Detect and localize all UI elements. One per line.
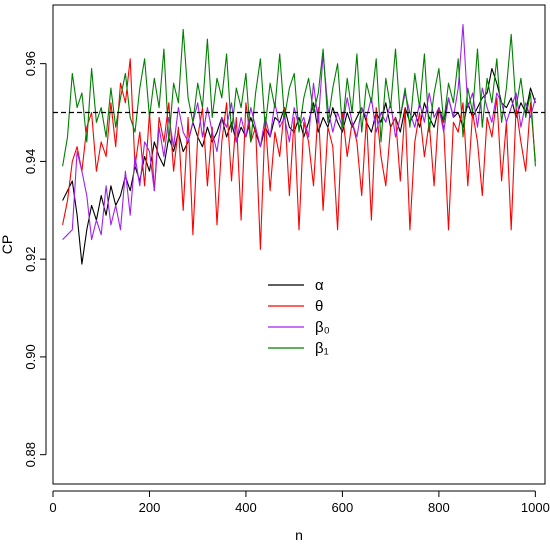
- y-tick-label: 0.90: [23, 344, 38, 369]
- legend-label-3: β₀: [315, 319, 330, 336]
- legend-label-2: θ: [315, 298, 323, 315]
- series-layer: [62, 24, 536, 265]
- x-tick-label: 1000: [521, 500, 550, 515]
- x-tick-label: 800: [428, 500, 450, 515]
- legend-label-1: α: [315, 277, 324, 294]
- legend-label-4: β₁: [315, 340, 329, 357]
- series-line-2: [62, 58, 536, 250]
- y-tick-label: 0.94: [23, 149, 38, 174]
- y-tick-label: 0.96: [23, 51, 38, 76]
- series-line-1: [62, 67, 536, 265]
- x-axis-label: n: [295, 527, 303, 543]
- series-line-4: [62, 28, 536, 167]
- x-axis: 0 200 400 600 800 1000: [49, 490, 550, 515]
- x-tick-label: 0: [49, 500, 56, 515]
- y-axis-label: CP: [0, 235, 15, 254]
- x-tick-label: 400: [235, 500, 257, 515]
- legend: αθ β₀ β₁: [268, 277, 330, 357]
- y-tick-label: 0.92: [23, 247, 38, 272]
- x-tick-label: 600: [332, 500, 354, 515]
- y-tick-label: 0.88: [23, 442, 38, 467]
- y-axis: 0.88 0.90 0.92 0.94 0.96: [23, 51, 47, 467]
- x-tick-label: 200: [139, 500, 161, 515]
- plot-frame: [52, 4, 546, 485]
